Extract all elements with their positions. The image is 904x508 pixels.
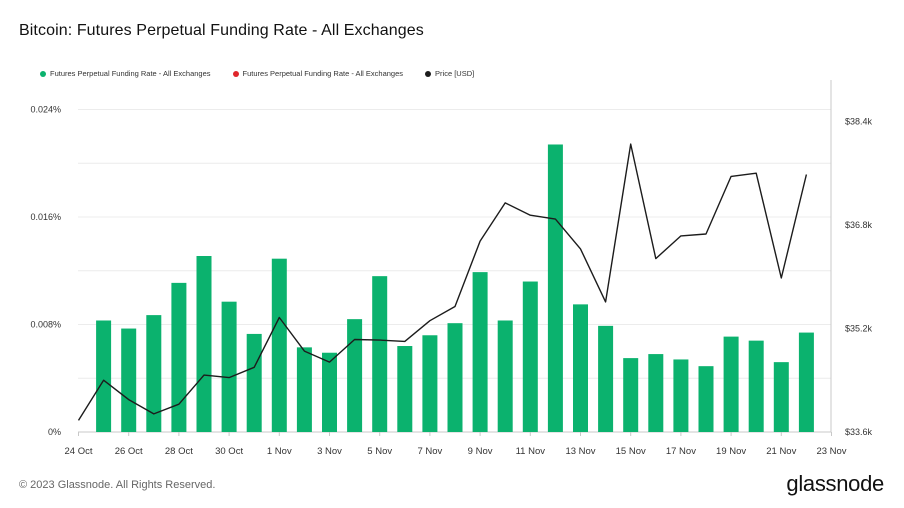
legend-label: Futures Perpetual Funding Rate - All Exc… — [242, 69, 404, 78]
funding-rate-bar — [573, 304, 588, 432]
funding-rate-bar — [748, 340, 764, 432]
funding-rate-bar — [673, 359, 689, 432]
funding-rate-bar — [547, 144, 563, 432]
x-tick-label: 17 Nov — [666, 446, 696, 457]
y-left-tick-label: 0.008% — [30, 320, 61, 330]
legend-item-funding-negative[interactable]: Futures Perpetual Funding Rate - All Exc… — [232, 69, 404, 78]
x-tick-label: 1 Nov — [267, 446, 292, 457]
funding-rate-bar — [271, 258, 287, 432]
funding-rate-bar — [472, 272, 488, 432]
funding-rate-bar — [798, 332, 814, 432]
glassnode-logo: glassnode — [786, 471, 884, 496]
funding-rate-bar — [322, 352, 337, 432]
x-tick-label: 19 Nov — [716, 446, 746, 457]
x-tick-label: 26 Oct — [115, 446, 143, 457]
chart-title: Bitcoin: Futures Perpetual Funding Rate … — [19, 22, 424, 39]
y-right-tick-label: $33.6k — [845, 427, 873, 437]
y-left-tick-label: 0.016% — [30, 212, 61, 222]
x-tick-label: 30 Oct — [215, 446, 243, 457]
legend-item-funding-positive[interactable]: Futures Perpetual Funding Rate - All Exc… — [40, 69, 211, 78]
funding-rate-bar — [723, 336, 739, 432]
x-tick-label: 28 Oct — [165, 446, 193, 457]
y-left-tick-label: 0.024% — [30, 105, 61, 115]
x-tick-label: 21 Nov — [766, 446, 796, 457]
funding-rate-bar — [648, 354, 664, 432]
y-right-tick-label: $36.8k — [845, 220, 873, 230]
x-tick-label: 9 Nov — [468, 446, 493, 457]
funding-rate-bar — [773, 362, 789, 432]
legend-item-price[interactable]: Price [USD] — [425, 69, 474, 78]
y-right-tick-label: $38.4k — [845, 116, 873, 126]
funding-rate-bar — [171, 282, 187, 432]
chart-legend: Futures Perpetual Funding Rate - All Exc… — [40, 69, 474, 78]
funding-rate-bar — [246, 333, 262, 432]
x-tick-label: 23 Nov — [816, 446, 846, 457]
funding-rate-bar — [497, 320, 513, 432]
funding-rate-bar — [347, 319, 363, 432]
x-tick-label: 5 Nov — [367, 446, 392, 457]
funding-rate-bar — [522, 281, 538, 432]
x-tick-label: 24 Oct — [65, 446, 93, 457]
funding-rate-bar — [121, 328, 137, 432]
legend-dot-green — [40, 70, 46, 77]
funding-rate-bar — [422, 335, 438, 432]
price-line — [77, 143, 808, 421]
copyright-text: © 2023 Glassnode. All Rights Reserved. — [19, 479, 216, 491]
x-tick-label: 11 Nov — [516, 446, 546, 457]
y-left-tick-label: 0% — [48, 427, 61, 437]
legend-label: Price [USD] — [435, 69, 475, 78]
funding-rate-bar — [96, 320, 112, 432]
funding-rate-bar — [447, 323, 463, 432]
x-tick-label: 7 Nov — [417, 446, 442, 457]
x-tick-label: 3 Nov — [317, 446, 342, 457]
funding-rate-bar — [196, 256, 212, 432]
x-tick-label: 15 Nov — [616, 446, 646, 457]
funding-rate-bar — [296, 347, 312, 432]
funding-rate-bar — [221, 301, 237, 432]
funding-rate-bar — [598, 325, 614, 432]
x-tick-label: 13 Nov — [565, 446, 595, 457]
funding-rate-bar — [397, 346, 413, 432]
legend-dot-red — [232, 70, 239, 77]
funding-rate-bar — [623, 358, 639, 432]
legend-dot-black — [425, 70, 432, 77]
legend-label: Futures Perpetual Funding Rate - All Exc… — [50, 69, 211, 78]
funding-rate-bar — [372, 276, 388, 432]
funding-rate-bar — [146, 315, 162, 432]
funding-rate-bar — [698, 366, 714, 432]
y-right-tick-label: $35.2k — [845, 323, 873, 333]
